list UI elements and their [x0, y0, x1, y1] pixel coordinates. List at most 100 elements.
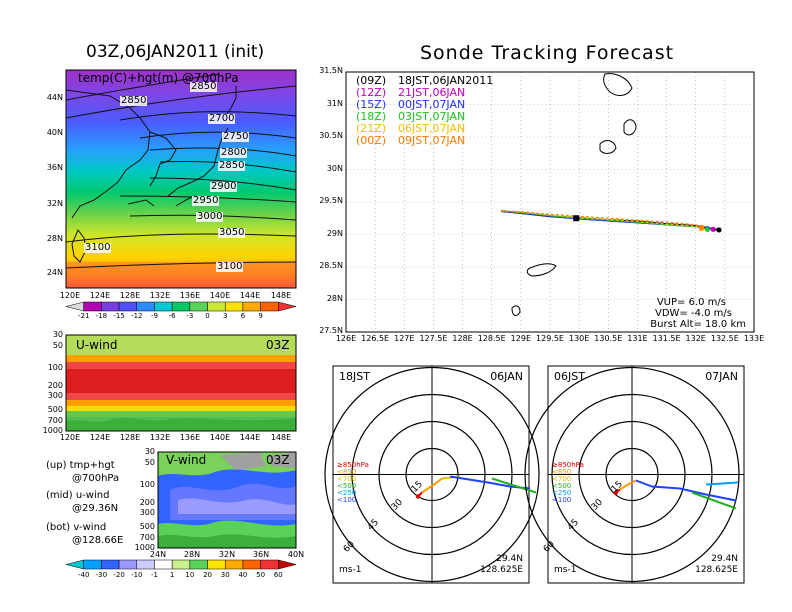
colorbar-swatch [171, 559, 191, 570]
lat-tick-label: 29.5N [319, 196, 343, 205]
legend-entry: 03JST,07JAN [398, 110, 466, 123]
colorbar-label: 30 [220, 571, 230, 579]
lon-tick-label: 124E [89, 433, 111, 442]
pressure-tick-label: 30 [52, 330, 63, 339]
polar-level-label: <100 [337, 496, 357, 504]
colorbar-label: -9 [150, 312, 158, 320]
polar-unit: ms-1 [554, 565, 577, 575]
track-line [501, 210, 708, 230]
legend-note-line: (up) tmp+hgt [46, 460, 115, 471]
colorbar-swatch [242, 559, 261, 570]
lat-tick-label: 31N [326, 98, 343, 108]
legend-note-line: (bot) v-wind [46, 522, 107, 533]
lon-tick-label: 128E [119, 291, 141, 300]
colorbar-swatch [224, 301, 244, 312]
track-forecast-panel [345, 71, 755, 333]
lat-tick-label: 28N [46, 234, 63, 243]
pressure-tick-label: 100 [139, 480, 155, 489]
polar-level-label: <250 [552, 489, 572, 497]
colorbar-swatch [224, 559, 244, 570]
lat-tick-label: 30N [326, 163, 343, 173]
polar-level-label: <100 [552, 496, 572, 504]
colorbar-swatch [101, 559, 120, 570]
colorbar-swatch [101, 301, 120, 312]
pressure-tick-label: 500 [47, 405, 63, 414]
lon-tick-label: 132E [149, 291, 171, 300]
polar-level-label: <250 [337, 489, 357, 497]
colorbar-label: 10 [185, 571, 195, 579]
polar-lon: 128.625E [480, 565, 523, 575]
polar-lon: 128.625E [695, 565, 738, 575]
lat-tick-label: 24N [149, 550, 167, 559]
colorbar-label: -10 [131, 571, 143, 579]
colorbar-swatch [154, 301, 173, 312]
lat-tick-label: 28N [183, 550, 201, 559]
legend-entry: 00JST,07JAN [398, 98, 466, 111]
contour-label: 2900 [210, 181, 238, 192]
lon-tick-label: 148E [270, 291, 292, 300]
lon-tick-label: 136E [179, 291, 201, 300]
polar-unit: ms-1 [339, 565, 362, 575]
pressure-tick-label: 50 [52, 341, 63, 350]
temperature-field [66, 70, 296, 288]
lat-tick-label: 24N [46, 268, 63, 277]
param-burst: Burst Alt= 18.0 km [650, 319, 746, 330]
legend-tag: (15Z) [356, 98, 387, 111]
v-wind-panel [157, 451, 297, 549]
colorbar-swatch [118, 559, 138, 570]
lon-tick-label: 136E [179, 433, 201, 442]
lon-tick-label: 129.5E [536, 334, 564, 343]
lon-tick-label: 140E [209, 291, 231, 300]
legend-tag: (09Z) [356, 74, 387, 87]
legend-tag: (00Z) [356, 134, 387, 147]
colorbar-swatch [278, 301, 297, 312]
colorbar-swatch [83, 559, 102, 570]
polar-date: 07JAN [705, 370, 738, 383]
colorbar-label: -6 [168, 312, 176, 320]
colorbar-label: 6 [240, 312, 246, 320]
temperature-map-panel [65, 69, 297, 289]
colorbar-label: -12 [131, 312, 143, 320]
v-wind-label: V-wind [166, 453, 207, 467]
lat-tick-label: 27.5N [319, 326, 343, 335]
right-title: Sonde Tracking Forecast [420, 42, 675, 64]
pressure-tick-label: 300 [47, 391, 63, 400]
colorbar-swatch [207, 301, 226, 312]
pressure-tick-label: 50 [144, 458, 155, 467]
legend-tag: (18Z) [356, 110, 387, 123]
contour-label: 3050 [218, 227, 246, 238]
lon-tick-label: 129E [510, 334, 532, 343]
lon-tick-label: 128E [119, 433, 141, 442]
contour-label: 3100 [216, 261, 244, 272]
launch-marker [573, 215, 580, 222]
colorbar-label: -21 [77, 312, 90, 320]
lat-tick-label: 28N [326, 293, 343, 303]
pressure-tick-label: 200 [139, 498, 155, 507]
colorbar-label: -15 [113, 312, 125, 320]
hodograph-segment [421, 477, 443, 494]
polar-date: 06JAN [490, 370, 523, 383]
colorbar-swatch [65, 301, 84, 312]
polar-level-label: <850 [552, 468, 572, 476]
colorbar-swatch [260, 559, 279, 570]
colorbar-swatch [171, 301, 191, 312]
contour-label: 2800 [220, 147, 248, 158]
colorbar-label: 20 [203, 571, 212, 579]
legend-entry: 21JST,06JAN [398, 86, 466, 99]
colorbar-swatch [260, 301, 279, 312]
polar-level-label: <500 [337, 482, 357, 490]
legend-tag: (21Z) [356, 122, 387, 135]
pressure-tick-label: 100 [47, 363, 63, 372]
lon-tick-label: 127E [394, 334, 415, 343]
lon-tick-label: 127.5E [419, 334, 448, 343]
colorbar-label: 1 [169, 571, 175, 579]
lon-tick-label: 132E [149, 433, 171, 442]
lon-tick-label: 133E [743, 334, 765, 343]
polar-wind-plot-right [524, 365, 745, 584]
colorbar-label: 9 [258, 312, 263, 320]
lon-tick-label: 132.5E [710, 334, 739, 343]
contour-label: 3000 [196, 211, 224, 222]
lat-tick-label: 44N [46, 93, 63, 102]
wind-colorbar [65, 559, 297, 570]
